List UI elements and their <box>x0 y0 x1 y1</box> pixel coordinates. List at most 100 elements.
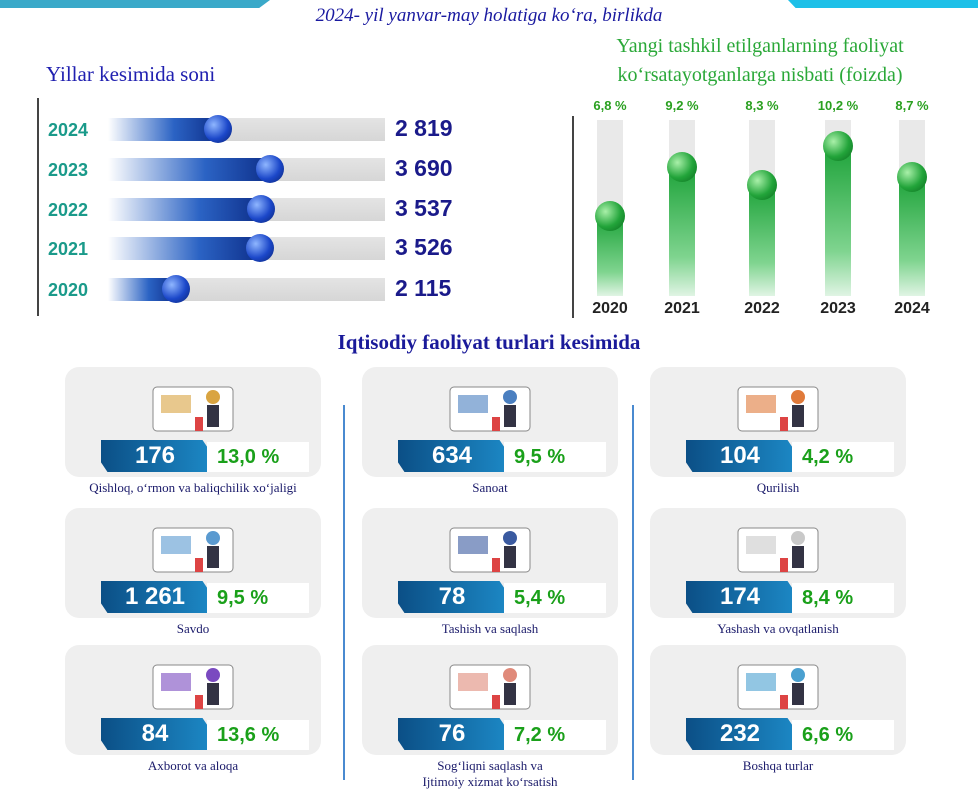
sector-count: 634 <box>398 440 506 472</box>
bar-marker <box>246 234 275 262</box>
bar-track <box>108 115 385 143</box>
sector-share: 6,6 % <box>792 720 894 750</box>
sector-name-line: Yashash va ovqatlanish <box>717 621 839 636</box>
header-decoration-right <box>788 0 978 8</box>
bar-value: 3 690 <box>395 155 453 181</box>
column-fill <box>899 177 925 296</box>
bar-fill <box>108 237 261 260</box>
year-label: 2020 <box>592 300 628 317</box>
bar-fill <box>108 118 219 141</box>
industry-illustration <box>432 373 548 439</box>
health-illustration <box>432 651 548 717</box>
year-label: 2022 <box>48 200 89 220</box>
percent-label: 10,2 % <box>817 98 859 113</box>
sector-card: 76 7,2 % <box>362 645 618 755</box>
sector-card: 176 13,0 % <box>65 367 321 477</box>
right-chart-title-line1: Yangi tashkil etilganlarning faoliyat <box>616 35 904 57</box>
sector-name-line: Qishloq, o‘rmon va baliqchilik xo‘jaligi <box>89 480 297 495</box>
bar-track <box>108 234 385 262</box>
sector-name-line: Tashish va saqlash <box>441 621 539 636</box>
left-chart-axis <box>37 98 39 316</box>
percent-label: 8,7 % <box>895 98 929 113</box>
bar-value: 3 526 <box>395 234 453 260</box>
sector-share: 5,4 % <box>504 583 606 613</box>
sector-share: 13,0 % <box>207 442 309 472</box>
column-track <box>897 120 927 296</box>
year-label: 2022 <box>744 300 780 317</box>
sector-share: 9,5 % <box>207 583 309 613</box>
column-marker <box>667 152 697 182</box>
sector-share: 8,4 % <box>792 583 894 613</box>
sector-share: 4,2 % <box>792 442 894 472</box>
column-divider <box>632 405 634 780</box>
bar-track <box>108 195 385 223</box>
year-label: 2020 <box>48 280 89 300</box>
sector-name-line: Axborot va aloqa <box>147 758 239 773</box>
sector-card: 104 4,2 % <box>650 367 906 477</box>
sector-name: Boshqa turlar <box>650 758 906 774</box>
sector-name-line: Sanoat <box>472 480 508 495</box>
column-fill <box>669 167 695 296</box>
bar-track <box>108 275 385 303</box>
bar-value: 2 115 <box>395 275 452 301</box>
sector-name-line: Ijtimoiy xizmat ko‘rsatish <box>422 774 558 789</box>
year-label: 2023 <box>48 160 89 180</box>
sector-name-line: Savdo <box>176 621 210 636</box>
column-track <box>667 120 697 296</box>
sector-name-line: Qurilish <box>756 480 800 495</box>
sector-card: 84 13,6 % <box>65 645 321 755</box>
sector-name-line: Sog‘liqni saqlash va <box>437 758 543 773</box>
sector-count: 174 <box>686 581 794 613</box>
column-marker <box>897 162 927 192</box>
right-chart-title-line2: ko‘rsatayotganlarga nisbati (foizda) <box>617 64 903 86</box>
sector-count: 232 <box>686 718 794 750</box>
shopping-illustration <box>135 514 251 580</box>
sector-card: 1 261 9,5 % <box>65 508 321 618</box>
sector-name: Tashish va saqlash <box>362 621 618 637</box>
bar-marker <box>256 155 284 183</box>
sector-count: 176 <box>101 440 209 472</box>
bar-fill <box>108 198 261 221</box>
sector-card: 78 5,4 % <box>362 508 618 618</box>
sector-card: 174 8,4 % <box>650 508 906 618</box>
sector-name: Sog‘liqni saqlash va Ijtimoiy xizmat ko‘r… <box>362 758 618 790</box>
agriculture-illustration <box>135 373 251 439</box>
sector-card: 634 9,5 % <box>362 367 618 477</box>
sector-count: 104 <box>686 440 794 472</box>
sector-share: 9,5 % <box>504 442 606 472</box>
sector-name: Savdo <box>65 621 321 637</box>
right-chart-axis <box>572 116 574 318</box>
column-fill <box>825 146 851 296</box>
bar-marker <box>204 115 233 143</box>
percent-label: 9,2 % <box>665 98 699 113</box>
year-label: 2021 <box>48 239 89 259</box>
column-marker <box>595 201 625 231</box>
sector-card: 232 6,6 % <box>650 645 906 755</box>
percent-label: 8,3 % <box>745 98 779 113</box>
sector-name: Yashash va ovqatlanish <box>650 621 906 637</box>
sector-name: Axborot va aloqa <box>65 758 321 774</box>
year-label: 2024 <box>48 120 89 140</box>
column-track <box>823 120 853 296</box>
bar-fill <box>108 158 270 181</box>
sector-name-line: Boshqa turlar <box>742 758 814 773</box>
percent-label: 6,8 % <box>593 98 627 113</box>
column-fill <box>749 185 775 296</box>
bar-marker <box>246 195 275 223</box>
left-chart-title: Yillar kesimida soni <box>46 62 216 86</box>
column-track <box>595 120 625 296</box>
column-divider <box>343 405 345 780</box>
sector-name: Qurilish <box>650 480 906 496</box>
subtitle: 2024- yil yanvar-may holatiga ko‘ra, bir… <box>315 5 663 26</box>
sector-name: Qishloq, o‘rmon va baliqchilik xo‘jaligi <box>65 480 321 496</box>
sector-count: 76 <box>398 718 506 750</box>
bar-fill <box>108 278 177 301</box>
sector-name: Sanoat <box>362 480 618 496</box>
it-illustration <box>135 651 251 717</box>
transport-illustration <box>432 514 548 580</box>
construction-illustration <box>720 373 836 439</box>
bar-marker <box>162 275 191 303</box>
column-marker <box>823 131 853 161</box>
sector-count: 78 <box>398 581 506 613</box>
sector-count: 1 261 <box>101 581 209 613</box>
